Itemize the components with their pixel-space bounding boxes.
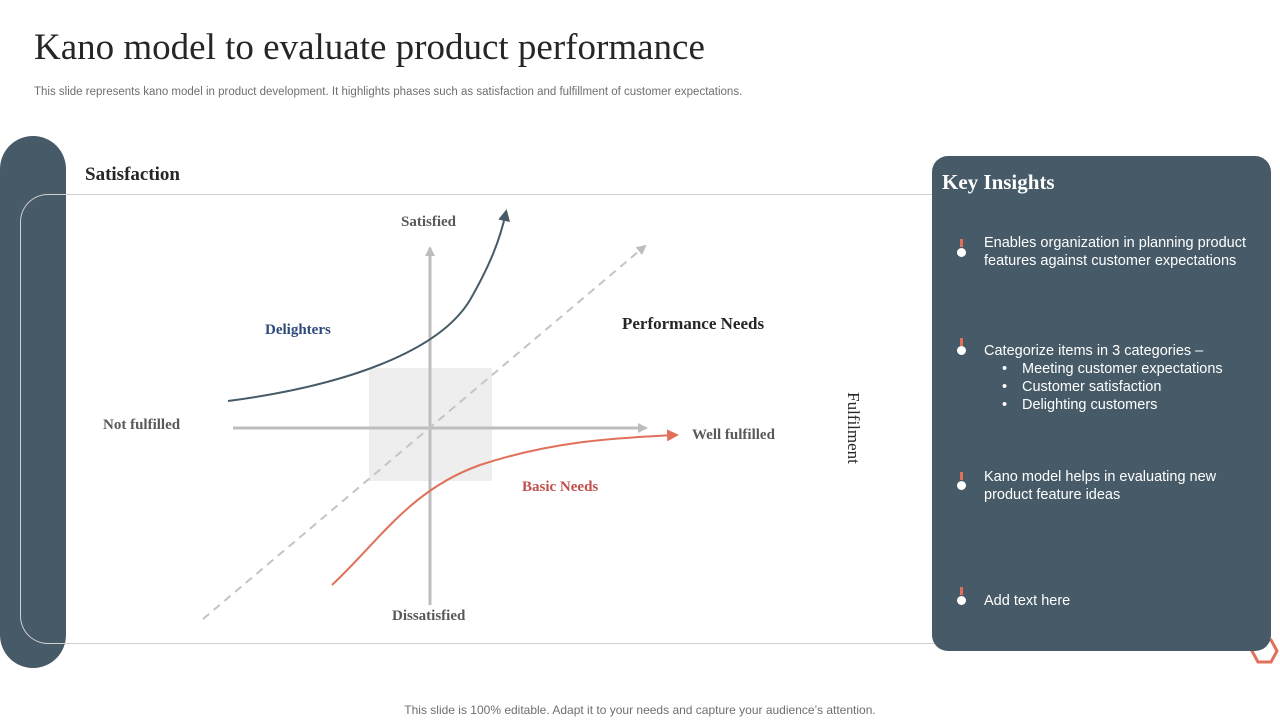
insight-item: Categorize items in 3 categories – Meeti… (984, 342, 1259, 414)
basic-needs-curve (331, 429, 679, 586)
insight-item: Add text here (984, 593, 1071, 609)
insight-bullet: Customer satisfaction (984, 378, 1259, 396)
slide-title: Kano model to evaluate product performan… (34, 27, 705, 68)
timeline-dot (957, 248, 966, 257)
insight-bullet: Meeting customer expectations (984, 360, 1259, 378)
insight-bullet-list: Meeting customer expectations Customer s… (984, 360, 1259, 414)
timeline-tick (960, 239, 963, 247)
fulfilment-label: Fulfilment (844, 392, 863, 464)
slide-subtitle: This slide represents kano model in prod… (34, 86, 743, 98)
timeline-dot (957, 596, 966, 605)
dissatisfied-label: Dissatisfied (392, 608, 466, 624)
insight-item: Kano model helps in evaluating new produ… (984, 469, 1217, 503)
diagram-area (66, 195, 932, 641)
slide-footer: This slide is 100% editable. Adapt it to… (404, 703, 876, 717)
satisfied-label: Satisfied (401, 214, 457, 230)
timeline-tick (960, 472, 963, 480)
left-decorative-band (0, 136, 66, 668)
timeline-tick (960, 587, 963, 595)
timeline-dot (957, 481, 966, 490)
performance-needs-label: Performance Needs (622, 314, 765, 333)
insight-item-heading: Categorize items in 3 categories – (984, 343, 1204, 359)
diagram-frame (20, 194, 961, 644)
not-fulfilled-label: Not fulfilled (103, 417, 181, 433)
timeline-tick (960, 338, 963, 346)
well-fulfilled-label: Well fulfilled (692, 427, 775, 443)
delighters-label: Delighters (265, 322, 331, 338)
key-insights-title: Key Insights (942, 170, 1055, 194)
insight-bullet: Delighting customers (984, 396, 1259, 414)
timeline-dot (957, 346, 966, 355)
satisfaction-heading: Satisfaction (85, 164, 180, 185)
basic-needs-label: Basic Needs (522, 479, 599, 495)
performance-needs-line (202, 244, 647, 620)
delighters-curve (227, 209, 510, 402)
insight-item: Enables organization in planning product… (984, 235, 1246, 269)
